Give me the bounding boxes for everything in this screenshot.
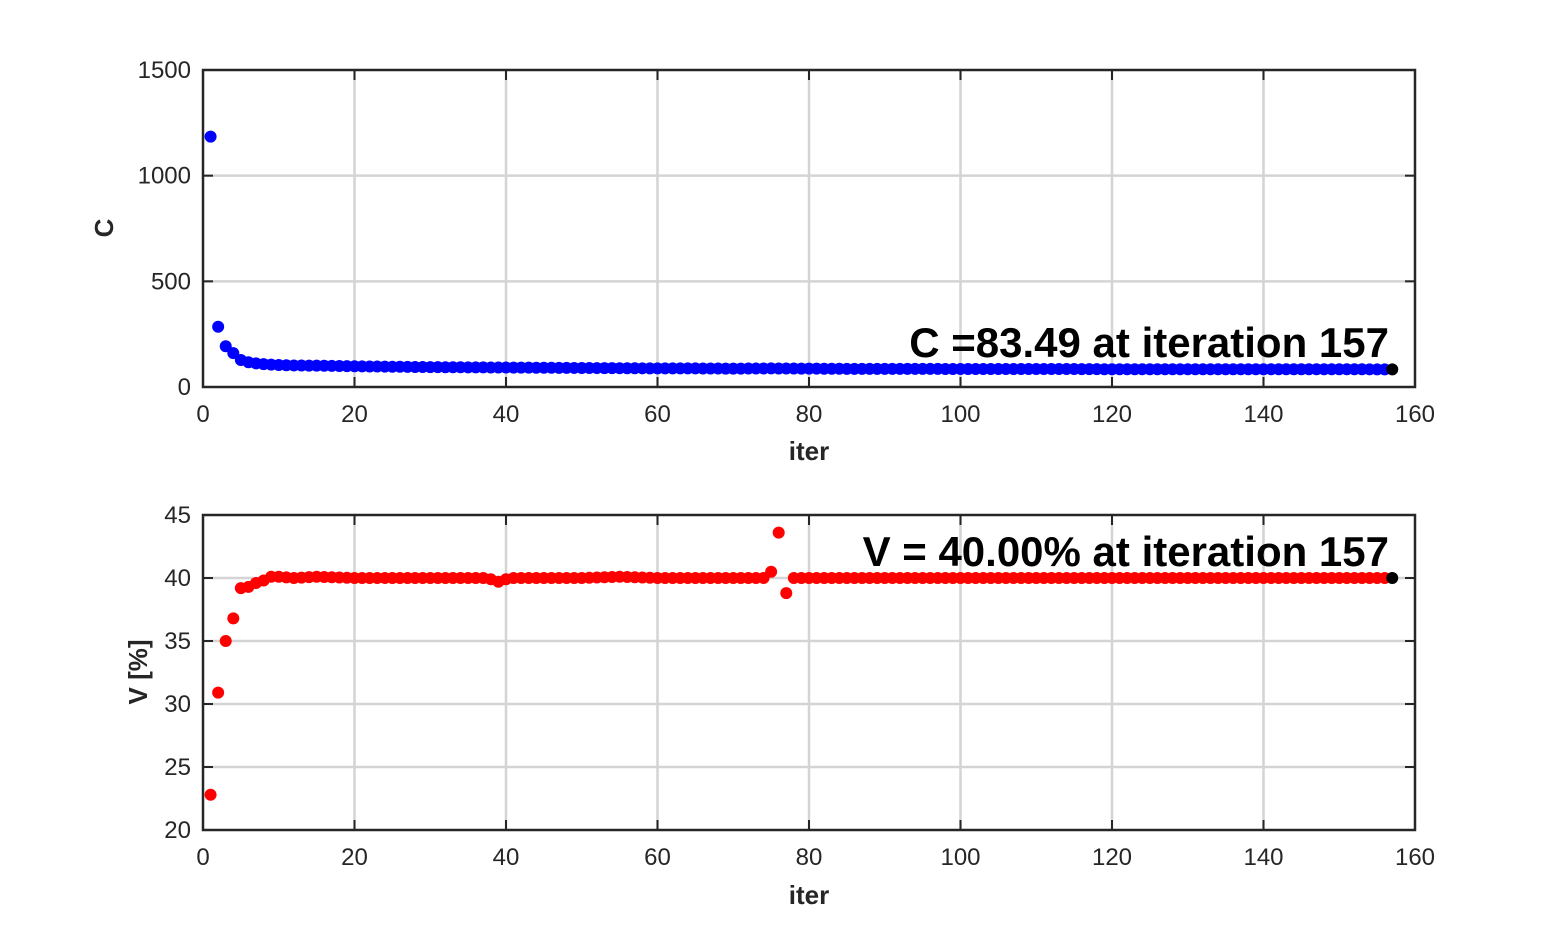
c-data-point bbox=[212, 320, 225, 333]
v-data-point bbox=[227, 612, 240, 625]
c-xtick-label: 40 bbox=[493, 401, 520, 428]
v-annotation: V = 40.00% at iteration 157 bbox=[863, 528, 1389, 575]
c-data-point bbox=[204, 130, 217, 143]
c-xtick-label: 20 bbox=[341, 401, 368, 428]
plot-v-frame bbox=[201, 513, 1417, 832]
v-xlabel: iter bbox=[789, 880, 829, 910]
c-annotation: C =83.49 at iteration 157 bbox=[909, 319, 1389, 366]
c-xtick-label: 0 bbox=[196, 401, 209, 428]
c-xtick-label: 140 bbox=[1243, 401, 1283, 428]
c-xtick-label: 120 bbox=[1092, 401, 1132, 428]
c-ytick-label: 500 bbox=[151, 268, 191, 295]
c-xlabel: iter bbox=[789, 436, 829, 466]
v-ytick-label: 30 bbox=[164, 691, 191, 718]
c-data-point bbox=[219, 340, 232, 353]
v-xtick-label: 100 bbox=[940, 844, 980, 871]
v-ytick-label: 20 bbox=[164, 817, 191, 844]
c-xtick-label: 100 bbox=[940, 401, 980, 428]
v-final-point bbox=[1386, 572, 1399, 584]
c-points bbox=[204, 130, 1399, 376]
v-data-point bbox=[204, 788, 217, 801]
plot-c: 0 20 40 60 80 100 120 140 160 0 500 1000 1500 C =83.… bbox=[89, 57, 1435, 466]
v-data-point bbox=[219, 635, 232, 647]
v-ytick-label: 25 bbox=[164, 754, 191, 781]
v-xtick-label: 140 bbox=[1243, 844, 1283, 871]
c-gridlines bbox=[203, 70, 1415, 387]
c-ytick-label: 1000 bbox=[138, 163, 191, 190]
v-ytick-label: 35 bbox=[164, 628, 191, 655]
c-final-point bbox=[1386, 363, 1399, 376]
v-ylabel: V [%] bbox=[123, 640, 153, 705]
v-xtick-label: 0 bbox=[196, 844, 209, 871]
c-ytick-label: 0 bbox=[178, 374, 191, 401]
v-data-point bbox=[212, 686, 225, 699]
v-ytick-label: 45 bbox=[164, 502, 191, 529]
c-ytick-label: 1500 bbox=[138, 57, 191, 84]
c-xtick-label: 160 bbox=[1395, 401, 1435, 428]
v-xtick-label: 60 bbox=[644, 844, 671, 871]
v-data-point bbox=[772, 526, 785, 539]
v-xtick-label: 160 bbox=[1395, 844, 1435, 871]
v-xtick-label: 120 bbox=[1092, 844, 1132, 871]
v-data-point bbox=[765, 565, 778, 578]
c-xtick-label: 60 bbox=[644, 401, 671, 428]
c-axis-ticks: 0 20 40 60 80 100 120 140 160 0 500 1000 1500 bbox=[138, 57, 1435, 428]
v-ytick-label: 40 bbox=[164, 565, 191, 592]
v-xtick-label: 40 bbox=[493, 844, 520, 871]
plot-c-frame bbox=[201, 68, 1417, 389]
v-points bbox=[204, 526, 1399, 801]
c-ylabel: C bbox=[89, 218, 119, 237]
v-data-point bbox=[780, 587, 793, 600]
v-xtick-label: 20 bbox=[341, 844, 368, 871]
c-xtick-label: 80 bbox=[796, 401, 823, 428]
v-xtick-label: 80 bbox=[796, 844, 823, 871]
